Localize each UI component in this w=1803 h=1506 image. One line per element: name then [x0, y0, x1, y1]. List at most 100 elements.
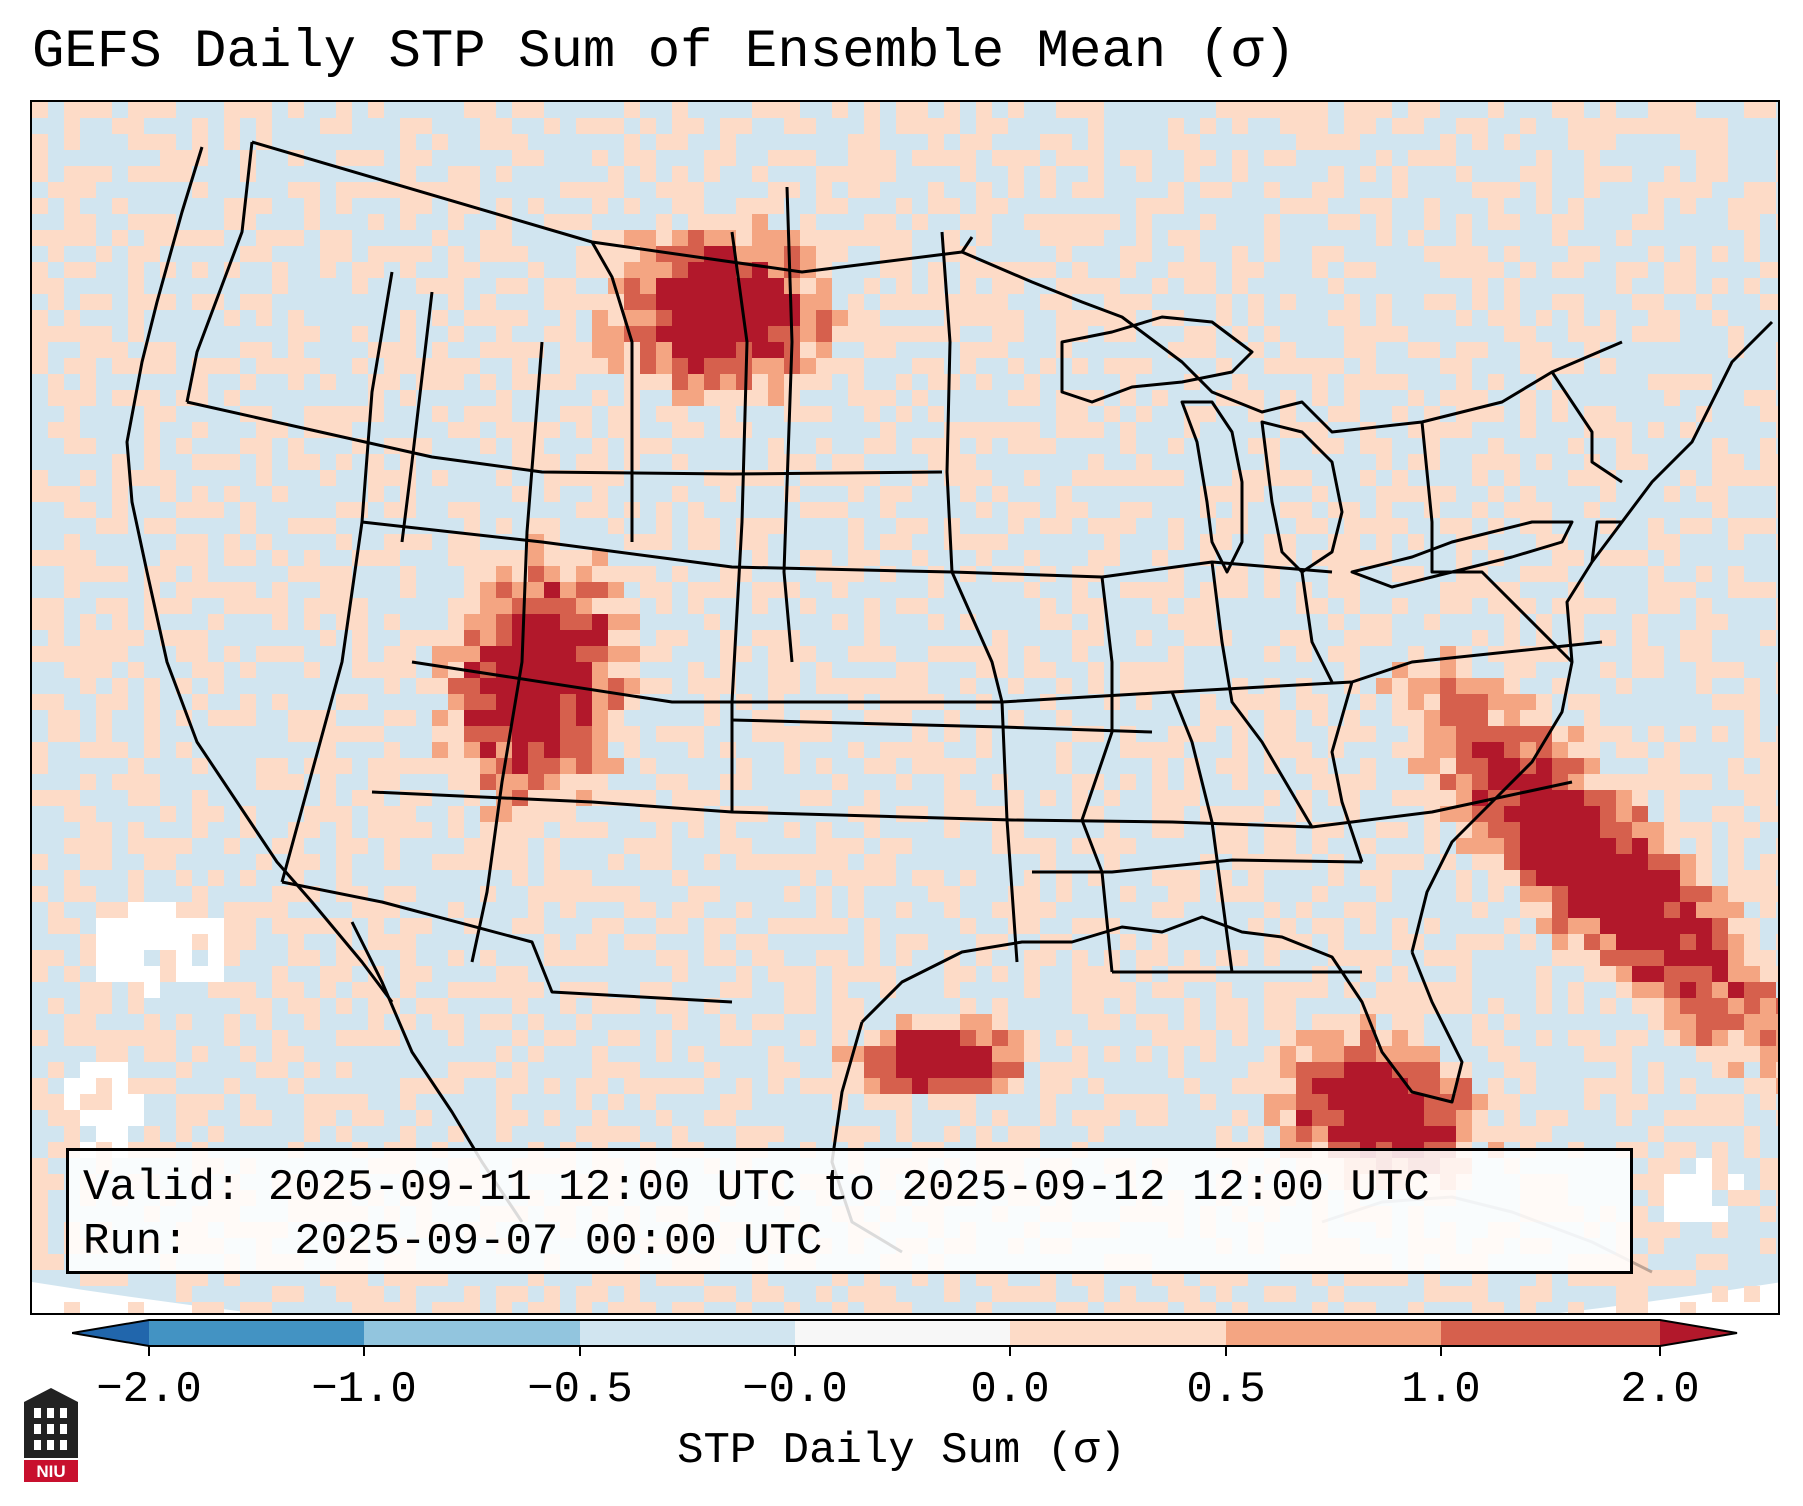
stp-cell	[1456, 262, 1472, 278]
stp-cell	[640, 1302, 656, 1313]
stp-cell	[1472, 742, 1488, 758]
stp-cell	[720, 358, 736, 374]
stp-cell	[480, 246, 496, 262]
stp-cell	[1712, 470, 1728, 486]
stp-cell	[992, 294, 1008, 310]
stp-cell	[1584, 1030, 1600, 1046]
stp-cell	[1264, 998, 1280, 1014]
stp-cell	[160, 358, 176, 374]
stp-cell	[592, 630, 608, 646]
stp-cell	[1120, 326, 1136, 342]
colorbar-label: STP Daily Sum (σ)	[677, 1426, 1126, 1476]
stp-cell	[400, 1078, 416, 1094]
stp-cell	[432, 710, 448, 726]
stp-cell	[768, 326, 784, 342]
stp-cell	[1648, 1014, 1664, 1030]
stp-cell	[1440, 678, 1456, 694]
stp-cell	[1712, 134, 1728, 150]
stp-cell	[1152, 390, 1168, 406]
stp-cell	[912, 662, 928, 678]
stp-cell	[864, 1078, 880, 1094]
stp-cell	[1744, 246, 1760, 262]
stp-cell	[288, 950, 304, 966]
stp-cell	[48, 550, 64, 566]
stp-cell	[656, 438, 672, 454]
stp-cell	[240, 198, 256, 214]
stp-cell	[1296, 502, 1312, 518]
stp-cell	[208, 918, 224, 934]
stp-cell	[368, 262, 384, 278]
stp-cell	[1120, 150, 1136, 166]
stp-cell	[880, 246, 896, 262]
stp-cell	[1008, 1126, 1024, 1142]
stp-cell	[80, 182, 96, 198]
stp-cell	[1232, 166, 1248, 182]
stp-cell	[688, 326, 704, 342]
stp-cell	[1088, 182, 1104, 198]
stp-cell	[832, 102, 848, 118]
stp-cell	[1184, 774, 1200, 790]
stp-cell	[1760, 1174, 1776, 1190]
stp-cell	[496, 422, 512, 438]
stp-cell	[1536, 454, 1552, 470]
stp-cell	[1296, 902, 1312, 918]
colorbar-extend-low	[72, 1320, 149, 1346]
stp-cell	[1344, 374, 1360, 390]
stp-cell	[304, 1062, 320, 1078]
stp-cell	[1584, 758, 1600, 774]
stp-cell	[1696, 630, 1712, 646]
stp-cell	[1760, 774, 1776, 790]
stp-cell	[176, 630, 192, 646]
stp-cell	[1648, 598, 1664, 614]
stp-cell	[1408, 998, 1424, 1014]
colorbar-extend-high	[1660, 1320, 1737, 1346]
stp-cell	[1600, 422, 1616, 438]
stp-cell	[1536, 790, 1552, 806]
stp-cell	[864, 598, 880, 614]
stp-cell	[672, 390, 688, 406]
stp-cell	[1680, 134, 1696, 150]
stp-cell	[1472, 1270, 1488, 1286]
stp-cell	[752, 230, 768, 246]
stp-cell	[1728, 854, 1744, 870]
stp-cell	[832, 918, 848, 934]
stp-cell	[320, 966, 336, 982]
stp-cell	[704, 886, 720, 902]
stp-cell	[704, 918, 720, 934]
stp-cell	[752, 1286, 768, 1302]
stp-cell	[96, 342, 112, 358]
stp-cell	[1472, 454, 1488, 470]
stp-cell	[80, 742, 96, 758]
stp-cell	[480, 758, 496, 774]
stp-cell	[1728, 1190, 1744, 1206]
stp-cell	[64, 726, 80, 742]
stp-cell	[816, 662, 832, 678]
stp-cell	[464, 1286, 480, 1302]
stp-cell	[416, 1078, 432, 1094]
stp-cell	[720, 806, 736, 822]
stp-cell	[1360, 694, 1376, 710]
colorbar-tick-mark	[1009, 1346, 1011, 1356]
stp-cell	[720, 406, 736, 422]
stp-cell	[1392, 678, 1408, 694]
stp-cell	[992, 806, 1008, 822]
stp-cell	[1632, 662, 1648, 678]
stp-cell	[224, 454, 240, 470]
stp-cell	[1120, 982, 1136, 998]
stp-cell	[336, 854, 352, 870]
stp-cell	[752, 390, 768, 406]
stp-cell	[384, 550, 400, 566]
stp-cell	[272, 278, 288, 294]
stp-cell	[1312, 374, 1328, 390]
stp-cell	[48, 1094, 64, 1110]
stp-cell	[80, 1014, 96, 1030]
stp-cell	[224, 950, 240, 966]
stp-cell	[32, 790, 48, 806]
stp-cell	[1344, 214, 1360, 230]
stp-cell	[1664, 166, 1680, 182]
stp-cell	[672, 406, 688, 422]
stp-cell	[640, 982, 656, 998]
stp-cell	[1520, 870, 1536, 886]
stp-cell	[1232, 326, 1248, 342]
stp-cell	[64, 646, 80, 662]
